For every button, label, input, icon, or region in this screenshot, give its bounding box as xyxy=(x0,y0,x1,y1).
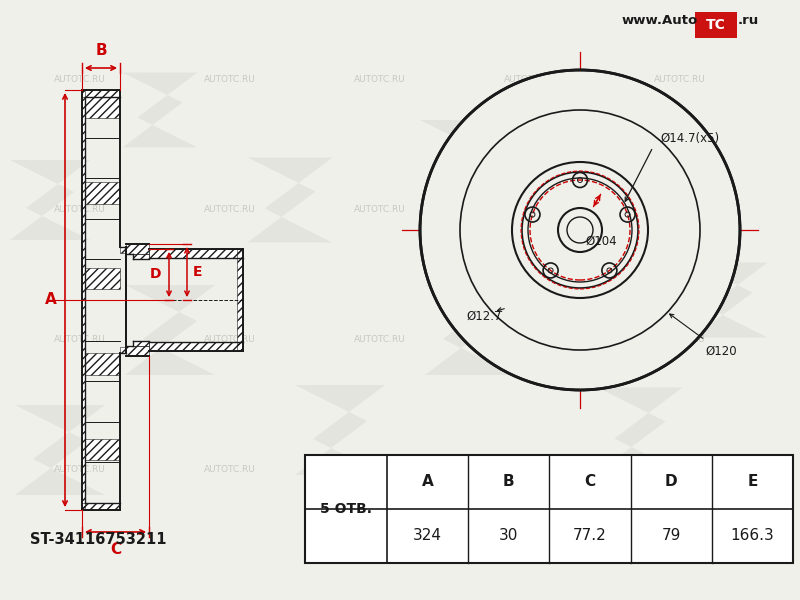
Bar xyxy=(695,12,737,38)
Polygon shape xyxy=(425,285,515,375)
Polygon shape xyxy=(85,97,120,118)
Text: 166.3: 166.3 xyxy=(730,529,774,544)
Text: .ru: .ru xyxy=(738,14,759,27)
Polygon shape xyxy=(82,90,120,97)
Text: www.Auto: www.Auto xyxy=(622,14,698,27)
Polygon shape xyxy=(295,385,385,475)
Text: AUTOTC.RU: AUTOTC.RU xyxy=(504,76,556,85)
Polygon shape xyxy=(237,249,243,351)
Text: Ø104: Ø104 xyxy=(585,235,617,248)
Text: AUTOTC.RU: AUTOTC.RU xyxy=(504,335,556,344)
Text: AUTOTC.RU: AUTOTC.RU xyxy=(54,466,106,475)
Polygon shape xyxy=(15,405,105,495)
Polygon shape xyxy=(420,120,500,200)
Text: AUTOTC.RU: AUTOTC.RU xyxy=(354,466,406,475)
Text: B: B xyxy=(503,475,514,490)
Polygon shape xyxy=(580,90,660,170)
Polygon shape xyxy=(122,73,198,148)
Text: AUTOTC.RU: AUTOTC.RU xyxy=(654,466,706,475)
Text: 324: 324 xyxy=(413,529,442,544)
Text: E: E xyxy=(747,475,758,490)
Bar xyxy=(305,455,793,563)
Text: AUTOTC.RU: AUTOTC.RU xyxy=(204,205,256,214)
Text: Ø120: Ø120 xyxy=(705,345,737,358)
Polygon shape xyxy=(125,285,215,375)
Text: 5 ОТВ.: 5 ОТВ. xyxy=(320,502,372,516)
Text: AUTOTC.RU: AUTOTC.RU xyxy=(54,205,106,214)
Circle shape xyxy=(420,70,740,390)
Text: ST-34116753211: ST-34116753211 xyxy=(30,533,166,547)
Text: 77.2: 77.2 xyxy=(573,529,607,544)
Text: 79: 79 xyxy=(662,529,681,544)
Polygon shape xyxy=(10,160,90,240)
Polygon shape xyxy=(247,157,333,242)
Text: B: B xyxy=(95,43,107,58)
Polygon shape xyxy=(598,388,682,473)
Text: AUTOTC.RU: AUTOTC.RU xyxy=(654,335,706,344)
Text: 30: 30 xyxy=(499,529,518,544)
Text: AUTOTC.RU: AUTOTC.RU xyxy=(354,76,406,85)
Polygon shape xyxy=(85,439,120,460)
Text: A: A xyxy=(46,292,57,307)
Text: AUTOTC.RU: AUTOTC.RU xyxy=(354,335,406,344)
Polygon shape xyxy=(126,346,149,356)
Text: C: C xyxy=(110,542,121,557)
Polygon shape xyxy=(120,347,126,353)
Polygon shape xyxy=(126,244,149,254)
Polygon shape xyxy=(693,263,767,337)
Polygon shape xyxy=(82,90,85,510)
Text: AUTOTC.RU: AUTOTC.RU xyxy=(654,205,706,214)
Polygon shape xyxy=(149,342,243,351)
Text: E: E xyxy=(193,265,202,279)
Polygon shape xyxy=(120,247,126,253)
Text: AUTOTC.RU: AUTOTC.RU xyxy=(54,335,106,344)
Text: AUTOTC.RU: AUTOTC.RU xyxy=(654,76,706,85)
Text: D: D xyxy=(150,268,161,281)
Polygon shape xyxy=(133,341,149,346)
Text: Ø14.7(x5): Ø14.7(x5) xyxy=(660,132,719,145)
Text: A: A xyxy=(422,475,434,490)
Text: AUTOTC.RU: AUTOTC.RU xyxy=(204,76,256,85)
Text: AUTOTC.RU: AUTOTC.RU xyxy=(204,335,256,344)
Polygon shape xyxy=(85,268,120,289)
Text: AUTOTC.RU: AUTOTC.RU xyxy=(504,205,556,214)
Polygon shape xyxy=(85,353,120,375)
Polygon shape xyxy=(82,503,120,510)
Polygon shape xyxy=(85,182,120,204)
Text: Ø12.7: Ø12.7 xyxy=(466,310,502,323)
Polygon shape xyxy=(133,254,149,259)
Text: AUTOTC.RU: AUTOTC.RU xyxy=(204,466,256,475)
Text: AUTOTC.RU: AUTOTC.RU xyxy=(354,205,406,214)
Text: AUTOTC.RU: AUTOTC.RU xyxy=(54,76,106,85)
Polygon shape xyxy=(149,249,243,258)
Text: C: C xyxy=(585,475,595,490)
Text: TC: TC xyxy=(706,18,726,32)
Text: D: D xyxy=(665,475,678,490)
Text: AUTOTC.RU: AUTOTC.RU xyxy=(504,466,556,475)
